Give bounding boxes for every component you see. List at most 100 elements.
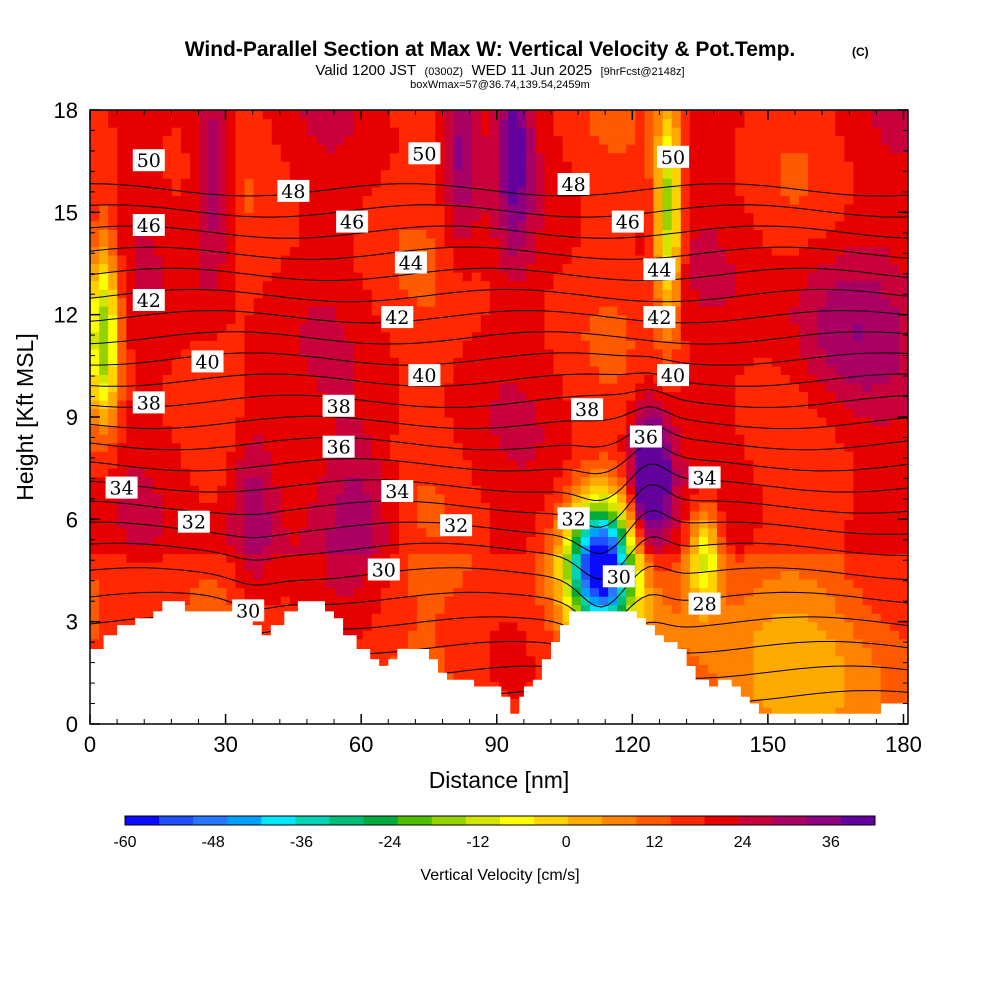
w-cell [162,289,173,299]
w-cell [144,519,155,529]
w-cell [662,468,673,478]
w-cell [362,340,373,350]
w-cell [417,519,427,529]
w-cell [153,127,164,137]
w-cell [626,272,636,282]
w-cell [617,289,627,299]
w-cell [462,485,473,495]
w-cell [162,468,173,478]
w-cell [508,348,518,358]
w-cell [362,579,373,589]
w-cell [144,254,155,265]
w-cell [389,246,400,256]
w-cell [571,161,582,171]
w-cell [698,527,709,537]
w-cell [535,655,546,665]
w-cell [635,118,646,128]
w-cell [208,544,218,555]
w-cell [280,519,291,529]
w-cell [162,527,173,537]
w-cell [108,246,118,256]
w-cell [426,408,436,418]
w-cell [608,476,618,486]
w-cell [562,459,573,469]
w-cell [271,476,282,486]
w-cell [308,399,318,410]
w-cell [589,314,600,324]
w-cell [435,314,446,324]
w-cell [598,306,609,316]
w-cell [526,289,536,299]
w-cell [335,485,346,495]
w-cell [617,451,627,461]
w-cell [208,220,218,230]
w-cell [608,519,618,529]
w-cell [208,331,218,341]
w-cell [335,127,346,137]
w-cell [526,263,536,273]
w-cell [617,510,627,520]
w-cell [253,246,264,256]
w-cell [389,638,400,648]
w-cell [444,434,455,444]
w-cell [499,459,509,469]
w-cell [544,110,555,120]
w-cell [508,110,518,120]
w-cell [362,493,373,503]
w-cell [526,229,536,239]
w-cell [90,169,100,179]
w-cell [199,161,209,171]
w-cell [453,604,464,614]
w-cell [389,152,400,162]
w-cell [235,587,246,597]
w-cell [308,553,318,563]
w-cell [371,246,382,256]
w-cell [671,280,682,290]
w-cell [299,229,309,239]
w-cell [535,382,546,393]
w-cell [571,527,582,537]
w-cell [453,630,464,640]
w-cell [689,212,700,222]
w-cell [335,527,346,537]
w-cell [408,451,418,461]
w-cell [90,178,100,188]
w-cell [189,203,200,213]
w-cell [280,442,291,452]
w-cell [580,587,591,597]
w-cell [471,451,482,461]
w-cell [635,485,646,495]
w-cell [135,110,146,120]
w-cell [353,613,364,623]
w-cell [90,297,100,307]
w-cell [671,510,682,520]
w-cell [308,536,318,546]
w-cell [562,365,573,375]
w-cell [371,280,382,290]
w-cell [671,544,682,555]
w-cell [698,220,709,230]
w-cell [217,434,227,444]
w-cell [535,263,546,273]
w-cell [226,152,237,162]
w-cell [698,203,709,213]
w-cell [517,672,527,682]
w-cell [444,178,455,188]
w-cell [253,169,264,179]
w-cell [117,152,127,162]
w-cell [426,399,436,410]
w-cell [289,561,300,572]
w-cell [135,127,146,137]
w-cell [635,519,646,529]
w-cell [662,127,673,137]
w-cell [299,587,309,597]
w-cell [453,348,464,358]
w-cell [671,237,682,248]
w-cell [562,485,573,495]
w-cell [544,127,555,137]
w-cell [453,621,464,631]
w-cell [535,161,546,171]
w-cell [235,203,246,213]
w-cell [335,417,346,427]
w-cell [480,306,491,316]
